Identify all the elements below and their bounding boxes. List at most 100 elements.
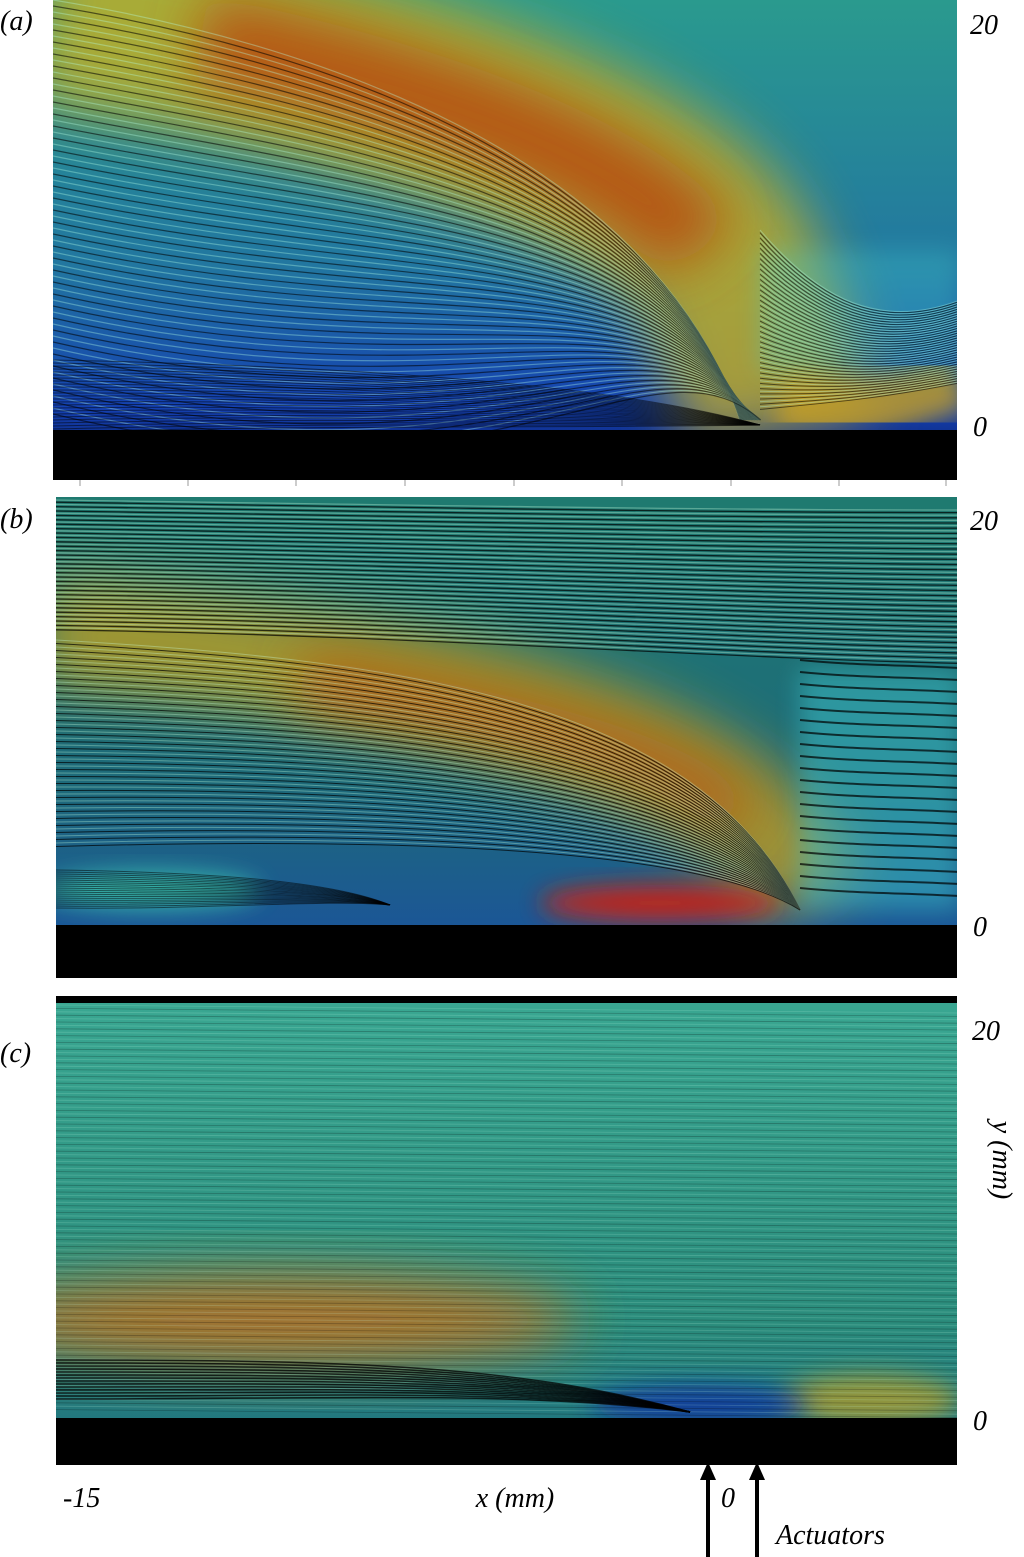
streamline [56, 706, 801, 911]
streamline [56, 1198, 957, 1208]
streamline [56, 1374, 691, 1413]
streamline [56, 765, 801, 911]
streamline [56, 1290, 957, 1299]
streamline [759, 375, 957, 395]
streamline [56, 585, 957, 613]
streamline [56, 618, 957, 651]
streamline [53, 17, 742, 421]
streamline [759, 263, 957, 328]
streamline [56, 751, 801, 911]
streamline [53, 353, 759, 421]
streamline [56, 543, 957, 563]
streamline [56, 1093, 957, 1102]
streamline [56, 1127, 957, 1136]
streamline [56, 692, 801, 911]
streamline [56, 1018, 957, 1027]
streamline [56, 1164, 957, 1174]
streamline [53, 317, 757, 421]
streamline [56, 716, 801, 911]
streamline [56, 1130, 957, 1140]
streamline [53, 377, 760, 421]
streamline [759, 294, 957, 342]
streamline [56, 727, 801, 911]
streamline [53, 365, 761, 426]
streamline [53, 329, 757, 421]
streamline [53, 287, 755, 421]
streamline [799, 887, 957, 897]
streamline [56, 574, 957, 600]
streamline [56, 598, 957, 628]
streamline [56, 1076, 957, 1085]
streamline [759, 343, 957, 366]
streamline [56, 604, 957, 636]
streamline [56, 813, 801, 911]
streamline [56, 1256, 957, 1265]
streamline [53, 422, 761, 427]
streamline [759, 271, 957, 332]
streamline [759, 245, 957, 320]
streamline [759, 260, 957, 327]
streamline [53, 359, 761, 426]
streamline [56, 609, 957, 641]
streamline [56, 505, 957, 519]
streamline [56, 1062, 957, 1072]
streamline [759, 320, 957, 355]
streamline [759, 362, 957, 377]
streamline [56, 772, 801, 911]
streamline [53, 417, 761, 426]
streamline [759, 372, 957, 389]
streamline [56, 587, 957, 615]
streamline [56, 1293, 957, 1303]
streamline [56, 556, 957, 579]
streamline [56, 1069, 957, 1078]
streamline [53, 149, 749, 421]
streamline [799, 827, 957, 837]
streamline [56, 1065, 957, 1075]
streamline [56, 1035, 957, 1044]
streamline [56, 748, 801, 911]
panel-image-b [56, 497, 957, 978]
streamline [56, 1409, 957, 1418]
streamline [53, 335, 758, 421]
streamline [759, 240, 957, 317]
streamline [56, 1086, 957, 1095]
streamline [53, 257, 754, 421]
streamline [56, 554, 957, 576]
streamline [759, 289, 957, 340]
streamline [53, 41, 743, 421]
streamline [56, 1225, 957, 1235]
streamline [56, 800, 801, 911]
streamline [53, 371, 761, 426]
streamline [56, 1110, 957, 1119]
streamline [56, 1310, 957, 1320]
streamline [759, 312, 957, 351]
streamline [56, 1116, 957, 1126]
streamline [56, 1201, 957, 1211]
streamline [759, 237, 957, 316]
streamline [759, 370, 957, 387]
streamline [53, 125, 747, 421]
streamline [56, 1351, 957, 1361]
streamline [56, 1171, 957, 1180]
streamline [759, 242, 957, 318]
streamline [53, 424, 761, 433]
streamline [56, 1341, 957, 1350]
streamline [759, 279, 957, 335]
streamline [56, 1396, 691, 1413]
streamline [53, 401, 761, 426]
streamline [53, 383, 761, 426]
streamline [56, 786, 801, 911]
streamline [56, 796, 801, 911]
streamline [56, 1079, 957, 1089]
streamline [56, 793, 801, 911]
streamline [56, 521, 957, 537]
y-bottom-label: 0 [973, 912, 987, 943]
streamline [56, 762, 801, 911]
panel-image-c [56, 996, 957, 1465]
streamline [56, 1205, 957, 1214]
streamline [759, 379, 957, 403]
streamline [53, 424, 761, 430]
streamline [759, 266, 957, 329]
streamline [56, 1004, 957, 1014]
streamline [56, 565, 957, 589]
